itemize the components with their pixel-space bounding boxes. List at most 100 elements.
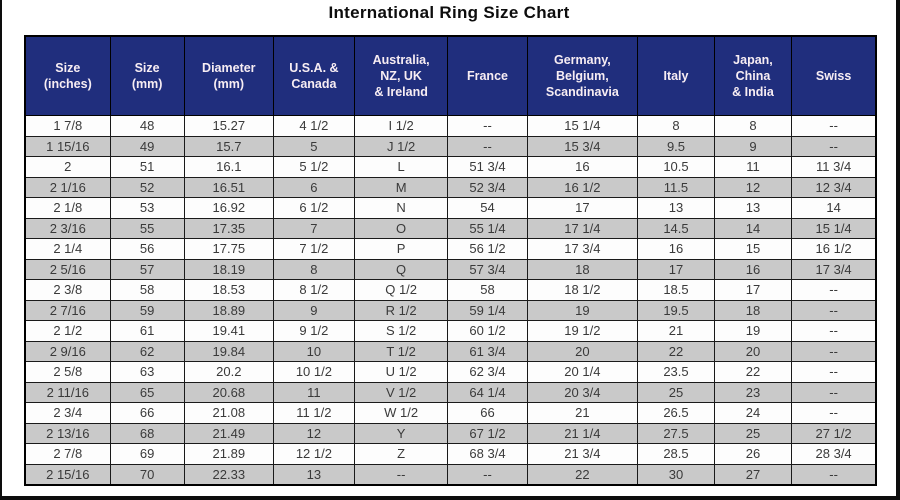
table-cell: 52 xyxy=(109,176,185,198)
table-cell: 18.89 xyxy=(183,299,274,321)
table-cell: -- xyxy=(447,463,528,486)
table-cell: Y xyxy=(353,422,449,444)
table-row: 2 11/16 65 20.68 11 V 1/2 64 1/4 20 3/4 25 23 -- xyxy=(24,381,877,403)
ring-size-table: Size (inches) Size (mm) Diameter (mm) U.S.A… xyxy=(24,35,877,486)
table-cell: 1 7/8 xyxy=(24,115,111,137)
table-cell: -- xyxy=(447,115,528,137)
table-cell: 8 xyxy=(637,115,715,137)
table-cell: 15 1/4 xyxy=(791,217,877,239)
table-cell: 12 3/4 xyxy=(791,176,877,198)
table-cell: 23 xyxy=(713,381,793,403)
table-cell: 6 1/2 xyxy=(272,197,355,219)
table-cell: 61 3/4 xyxy=(447,340,528,362)
table-cell: 54 xyxy=(447,197,528,219)
table-cell: 61 xyxy=(109,320,185,342)
table-cell: 2 5/16 xyxy=(24,258,111,280)
table-cell: 5 xyxy=(272,135,355,157)
table-cell: 2 11/16 xyxy=(24,381,111,403)
header-cell: Size (mm) xyxy=(109,35,185,116)
table-cell: 26.5 xyxy=(637,402,715,424)
table-cell: 11 xyxy=(272,381,355,403)
table-cell: 21.89 xyxy=(183,443,274,465)
table-cell: 2 1/4 xyxy=(24,238,111,260)
table-cell: S 1/2 xyxy=(353,320,449,342)
table-cell: Z xyxy=(353,443,449,465)
table-cell: 58 xyxy=(447,279,528,301)
table-row: 2 9/16 62 19.84 10 T 1/2 61 3/4 20 22 20 -- xyxy=(24,340,877,362)
table-cell: P xyxy=(353,238,449,260)
table-cell: 18 xyxy=(713,299,793,321)
table-row: 1 7/8 48 15.27 4 1/2 I 1/2 -- 15 1/4 8 8 -- xyxy=(24,115,877,137)
table-cell: -- xyxy=(791,463,877,486)
table-cell: -- xyxy=(791,361,877,383)
table-cell: 4 1/2 xyxy=(272,115,355,137)
table-cell: 2 7/16 xyxy=(24,299,111,321)
table-cell: 21 xyxy=(637,320,715,342)
table-cell: 51 3/4 xyxy=(447,156,528,178)
table-cell: 55 xyxy=(109,217,185,239)
table-row: 1 15/16 49 15.7 5 J 1/2 -- 15 3/4 9.5 9 -- xyxy=(24,135,877,157)
table-cell: 68 3/4 xyxy=(447,443,528,465)
table-cell: 68 xyxy=(109,422,185,444)
table-cell: 24 xyxy=(713,402,793,424)
table-cell: 8 1/2 xyxy=(272,279,355,301)
table-cell: 22.33 xyxy=(183,463,274,486)
table-cell: 5 1/2 xyxy=(272,156,355,178)
table-cell: 21 1/4 xyxy=(526,422,639,444)
table-cell: 48 xyxy=(109,115,185,137)
table-row: 2 1/4 56 17.75 7 1/2 P 56 1/2 17 3/4 16 15 16 1/2 xyxy=(24,238,877,260)
table-cell: 63 xyxy=(109,361,185,383)
table-cell: 2 1/16 xyxy=(24,176,111,198)
table-cell: L xyxy=(353,156,449,178)
table-cell: 13 xyxy=(272,463,355,486)
table-row: 2 5/8 63 20.2 10 1/2 U 1/2 62 3/4 20 1/4 23.5 22… xyxy=(24,361,877,383)
table-cell: -- xyxy=(791,340,877,362)
table-row: 2 3/4 66 21.08 11 1/2 W 1/2 66 21 26.5 24 -- xyxy=(24,402,877,424)
table-cell: 70 xyxy=(109,463,185,486)
table-cell: 20.2 xyxy=(183,361,274,383)
table-cell: 18.53 xyxy=(183,279,274,301)
table-cell: 10.5 xyxy=(637,156,715,178)
table-cell: 23.5 xyxy=(637,361,715,383)
table-cell: 8 xyxy=(713,115,793,137)
table-cell: 2 3/16 xyxy=(24,217,111,239)
table-cell: 22 xyxy=(637,340,715,362)
table-cell: 11 xyxy=(713,156,793,178)
table-cell: 19 xyxy=(526,299,639,321)
table-cell: 11 3/4 xyxy=(791,156,877,178)
table-row: 2 15/16 70 22.33 13 -- -- 22 30 27 -- xyxy=(24,463,877,486)
table-cell: -- xyxy=(791,381,877,403)
table-row: 2 7/8 69 21.89 12 1/2 Z 68 3/4 21 3/4 28.5 26 28 … xyxy=(24,443,877,465)
table-cell: 7 1/2 xyxy=(272,238,355,260)
table-cell: 14.5 xyxy=(637,217,715,239)
header-cell: France xyxy=(447,35,528,116)
table-cell: 20 xyxy=(526,340,639,362)
table-cell: 2 9/16 xyxy=(24,340,111,362)
table-cell: 16.51 xyxy=(183,176,274,198)
table-body: 1 7/8 48 15.27 4 1/2 I 1/2 -- 15 1/4 8 8 -- 1 15/1… xyxy=(24,115,877,486)
table-row: 2 3/8 58 18.53 8 1/2 Q 1/2 58 18 1/2 18.5 17 -- xyxy=(24,279,877,301)
table-cell: J 1/2 xyxy=(353,135,449,157)
table-cell: 15 xyxy=(713,238,793,260)
table-cell: 57 xyxy=(109,258,185,280)
table-cell: 2 3/8 xyxy=(24,279,111,301)
table-cell: 15 1/4 xyxy=(526,115,639,137)
table-cell: 19.84 xyxy=(183,340,274,362)
table-cell: 21 3/4 xyxy=(526,443,639,465)
table-header-row: Size (inches) Size (mm) Diameter (mm) U.S.A… xyxy=(24,35,877,116)
table-cell: 16 1/2 xyxy=(791,238,877,260)
table-cell: 8 xyxy=(272,258,355,280)
header-cell: Swiss xyxy=(791,35,877,116)
table-cell: 25 xyxy=(637,381,715,403)
table-row: 2 1/8 53 16.92 6 1/2 N 54 17 13 13 14 xyxy=(24,197,877,219)
table-cell: 14 xyxy=(713,217,793,239)
table-cell: V 1/2 xyxy=(353,381,449,403)
table-cell: T 1/2 xyxy=(353,340,449,362)
table-cell: -- xyxy=(791,115,877,137)
table-cell: 20.68 xyxy=(183,381,274,403)
table-cell: 28.5 xyxy=(637,443,715,465)
table-cell: 16 1/2 xyxy=(526,176,639,198)
table-cell: 2 xyxy=(24,156,111,178)
table-cell: 12 xyxy=(272,422,355,444)
table-cell: 20 3/4 xyxy=(526,381,639,403)
